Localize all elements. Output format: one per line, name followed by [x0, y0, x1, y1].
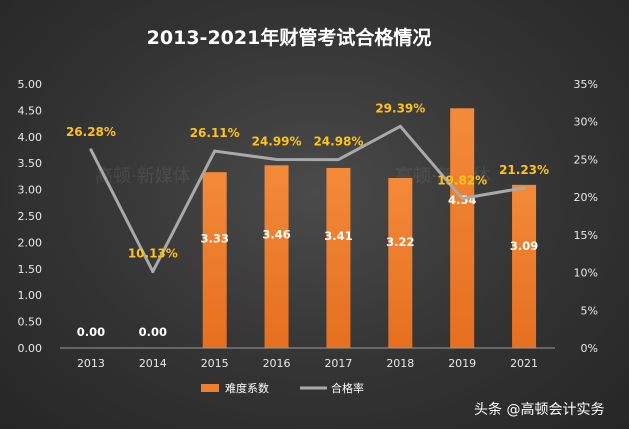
right-axis-tick-label: 35%	[574, 78, 598, 91]
bar-2019	[450, 108, 475, 349]
rate-value-label: 29.39%	[375, 101, 425, 115]
watermark-layer: 高顿·新媒体 高顿·新媒体	[95, 166, 491, 187]
left-axis-tick-label: 3.00	[18, 184, 43, 197]
bar-value-label: 0.00	[77, 325, 105, 339]
legend-label-line: 合格率	[331, 381, 364, 395]
line-point	[336, 158, 340, 162]
chart-title: 2013-2021年财管考试合格情况	[147, 26, 432, 49]
line-point	[398, 124, 402, 128]
left-axis-tick-label: 2.00	[18, 236, 43, 249]
rate-value-label: 10.13%	[128, 247, 178, 261]
left-axis-tick-label: 0.00	[18, 342, 43, 355]
left-axis-tick-label: 5.00	[18, 78, 43, 91]
line-series: 26.28% 10.13% 26.11% 24.99% 24.98% 29.39% 19.8…	[66, 101, 549, 274]
left-axis-tick-label: 1.50	[18, 263, 43, 276]
left-axis-tick-label: 2.50	[18, 210, 43, 223]
left-axis-tick-label: 1.00	[18, 289, 43, 302]
rate-value-label: 24.99%	[252, 135, 302, 149]
footer-source: 头条 @高顿会计实务	[474, 401, 604, 418]
left-axis-tick-label: 0.50	[18, 316, 43, 329]
bar-value-label: 3.33	[201, 232, 229, 246]
x-axis-tick-label: 2016	[263, 357, 291, 370]
left-axis-tick-label: 3.50	[18, 157, 43, 170]
right-axis-tick-label: 5%	[581, 304, 598, 317]
bar-2015	[202, 172, 227, 348]
left-axis: 0.00 0.50 1.00 1.50 2.00 2.50 3.00 3.50 4.00 4.50…	[18, 78, 43, 355]
legend-label-bar: 难度系数	[225, 381, 269, 395]
rate-value-label: 19.82%	[437, 174, 487, 188]
left-axis-tick-label: 4.50	[18, 104, 43, 117]
watermark-text: 高顿·新媒体	[95, 166, 191, 187]
bar-2016	[264, 165, 289, 348]
right-axis-tick-label: 10%	[574, 267, 598, 280]
line-point	[151, 270, 155, 274]
bar-series: 0.00 0.003.33 3.46 3.41 3.224.543.09	[77, 108, 538, 349]
right-axis-tick-label: 25%	[574, 153, 598, 166]
bar-value-label: 3.09	[510, 239, 538, 253]
rate-value-label: 26.11%	[190, 126, 240, 140]
line-path	[89, 124, 525, 274]
bar-value-label: 3.41	[324, 229, 352, 243]
legend: 难度系数 合格率	[201, 381, 364, 395]
bar-value-label: 3.22	[386, 235, 414, 249]
x-axis-tick-label: 2015	[201, 357, 229, 370]
rate-value-label: 21.23%	[499, 163, 549, 177]
bar-2017	[326, 167, 351, 348]
bar-value-label: 0.00	[139, 325, 167, 339]
right-axis: 0% 5% 10% 15% 20% 25% 30% 35%	[574, 78, 598, 355]
x-axis-tick-label: 2017	[324, 357, 352, 370]
x-axis-tick-label: 2019	[448, 357, 476, 370]
bar-value-label: 3.46	[262, 227, 290, 241]
line-point	[275, 158, 279, 162]
right-axis-tick-label: 15%	[574, 229, 598, 242]
line-point	[213, 149, 217, 153]
x-axis-tick-label: 2018	[386, 357, 414, 370]
rate-value-label: 26.28%	[66, 125, 116, 139]
x-axis-tick-label: 2014	[139, 357, 167, 370]
legend-swatch-bar	[201, 384, 219, 392]
line-point	[460, 197, 464, 201]
line-point	[89, 148, 93, 152]
rate-value-label: 24.98%	[313, 135, 363, 149]
bar-2021	[512, 184, 537, 348]
right-axis-tick-label: 0%	[581, 342, 598, 355]
right-axis-tick-label: 20%	[574, 191, 598, 204]
x-axis-tick-label: 2013	[77, 357, 105, 370]
right-axis-tick-label: 30%	[574, 116, 598, 129]
bar-2018	[388, 177, 413, 348]
x-axis: 2013 2014 2015 2016 2017 2018 2019 2021	[60, 347, 555, 370]
x-axis-tick-label: 2021	[510, 357, 538, 370]
left-axis-tick-label: 4.00	[18, 131, 43, 144]
line-point	[522, 186, 526, 190]
